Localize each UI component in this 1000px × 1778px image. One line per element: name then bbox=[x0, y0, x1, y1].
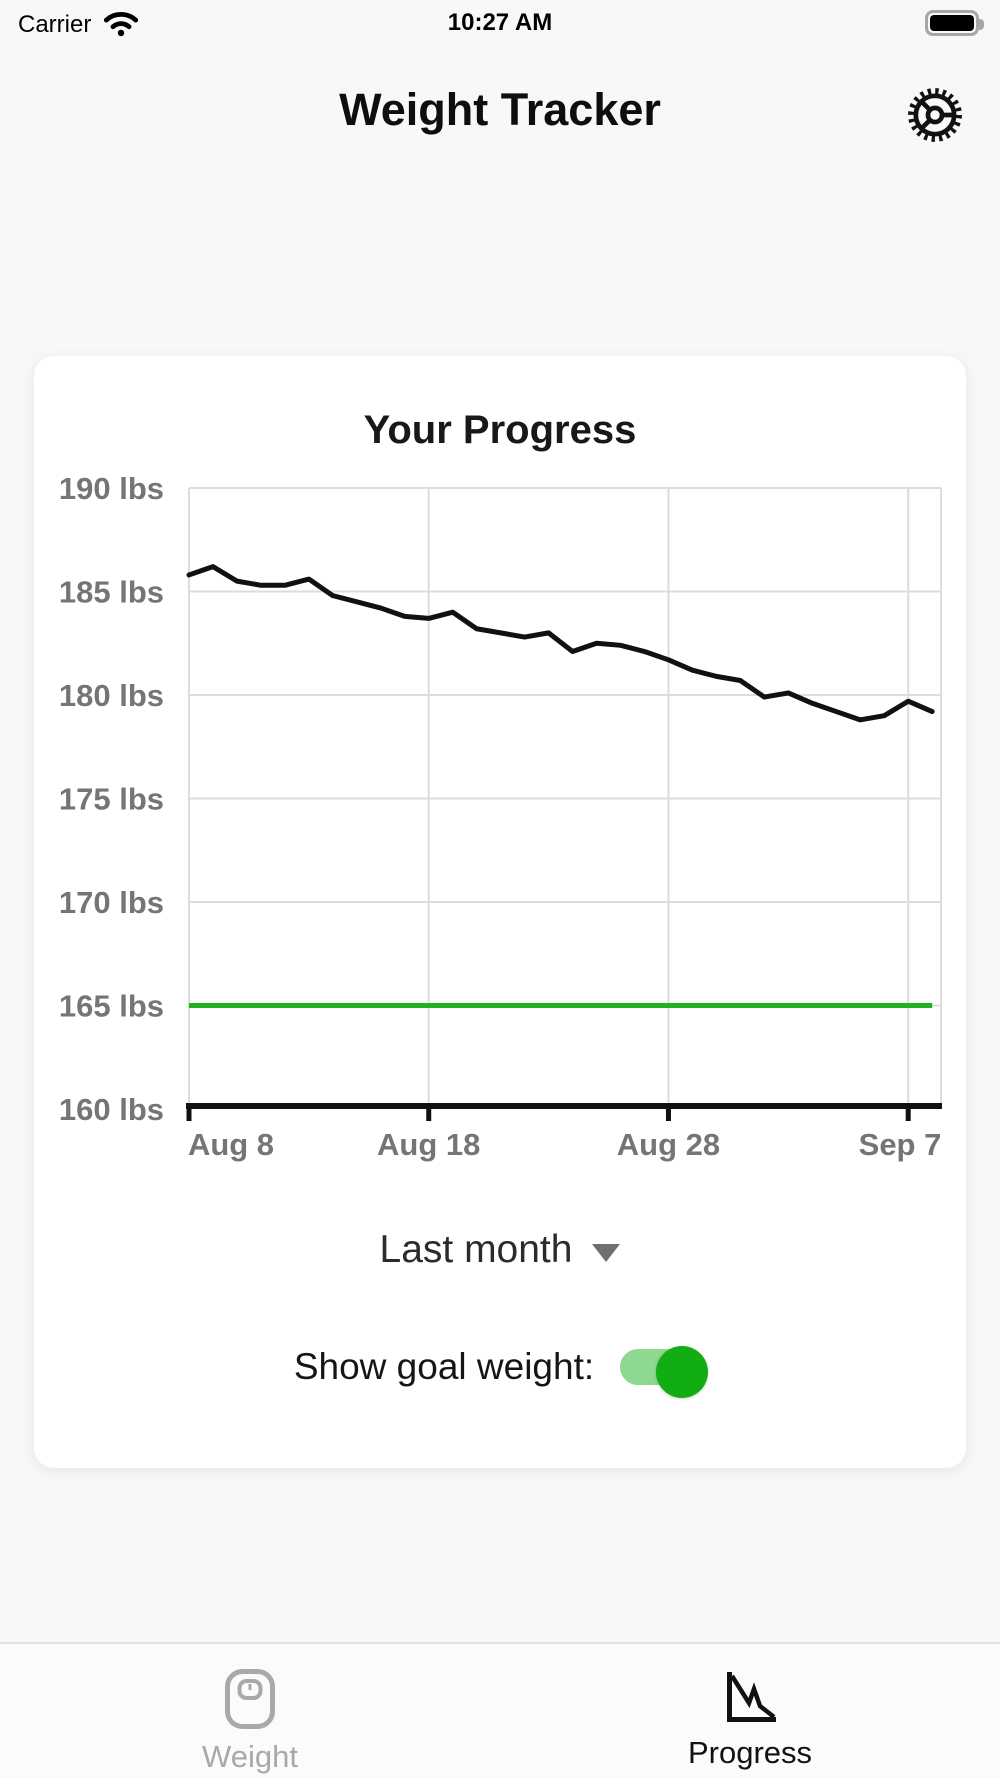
goal-toggle-label: Show goal weight: bbox=[293, 1346, 595, 1387]
svg-text:160 lbs: 160 lbs bbox=[59, 1092, 164, 1127]
carrier-group: Carrier bbox=[18, 8, 140, 42]
svg-text:175 lbs: 175 lbs bbox=[59, 782, 164, 817]
settings-button[interactable] bbox=[906, 86, 964, 144]
scale-icon bbox=[223, 1668, 277, 1730]
show-goal-weight-toggle[interactable] bbox=[620, 1346, 709, 1398]
weight-line-chart: 190 lbs 185 lbs 180 lbs 175 lbs 170 lbs 165 l… bbox=[59, 471, 942, 1162]
tab-progress[interactable]: Progress bbox=[500, 1644, 1000, 1778]
svg-text:Sep 7: Sep 7 bbox=[859, 1127, 942, 1162]
battery-fill bbox=[930, 15, 974, 31]
progress-card: Your Progress 190 lbs 185 lbs 180 lbs 175 l… bbox=[34, 356, 966, 1468]
page-title: Weight Tracker bbox=[339, 84, 661, 135]
range-selector-value: Last month bbox=[379, 1228, 573, 1271]
tab-progress-label: Progress bbox=[687, 1735, 813, 1770]
svg-text:Aug 8: Aug 8 bbox=[188, 1127, 274, 1162]
toggle-knob bbox=[656, 1346, 709, 1398]
chart-title: Your Progress bbox=[363, 408, 637, 452]
svg-text:185 lbs: 185 lbs bbox=[59, 575, 164, 610]
status-bar: Carrier 10:27 AM bbox=[0, 0, 1000, 53]
carrier-name: Carrier bbox=[18, 11, 92, 38]
tab-weight[interactable]: Weight bbox=[0, 1644, 500, 1778]
svg-text:180 lbs: 180 lbs bbox=[59, 678, 164, 713]
range-selector[interactable]: Last month bbox=[34, 1222, 966, 1278]
svg-text:165 lbs: 165 lbs bbox=[59, 989, 164, 1024]
gear-icon bbox=[906, 88, 964, 147]
svg-text:170 lbs: 170 lbs bbox=[59, 885, 164, 920]
svg-text:Aug 18: Aug 18 bbox=[377, 1127, 480, 1162]
svg-text:Aug 28: Aug 28 bbox=[617, 1127, 720, 1162]
wifi-icon bbox=[102, 8, 140, 42]
tab-bar: Weight Progress bbox=[0, 1642, 1000, 1778]
status-time: 10:27 AM bbox=[447, 9, 553, 36]
goal-toggle-row: Show goal weight: bbox=[34, 1334, 966, 1400]
battery-nub bbox=[979, 19, 984, 30]
line-chart-icon bbox=[721, 1668, 779, 1726]
svg-text:190 lbs: 190 lbs bbox=[59, 471, 164, 506]
battery-icon bbox=[925, 10, 984, 36]
chevron-down-icon bbox=[592, 1244, 621, 1262]
tab-weight-label: Weight bbox=[202, 1739, 298, 1774]
